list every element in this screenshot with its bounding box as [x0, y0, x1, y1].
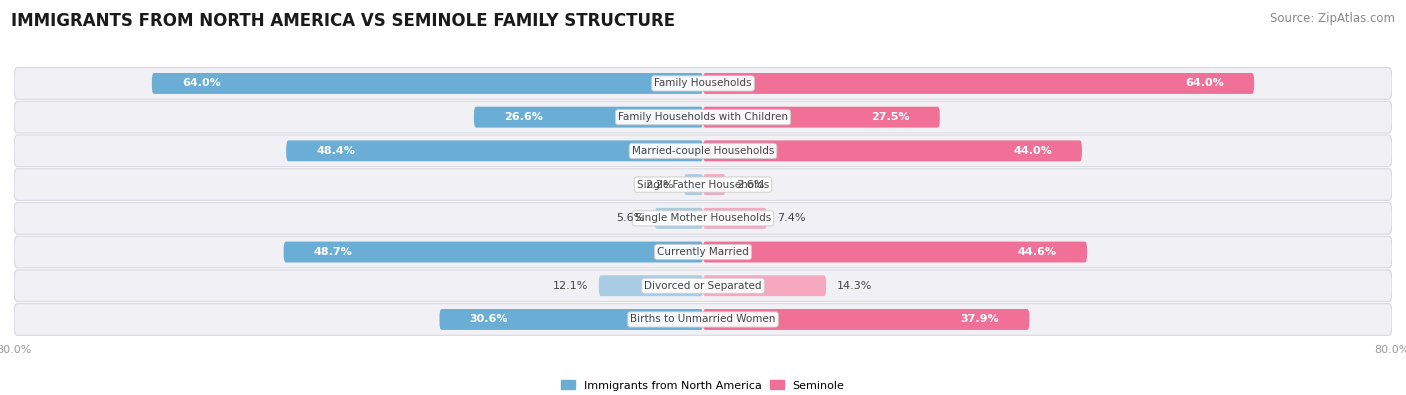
Text: 14.3%: 14.3% — [837, 281, 872, 291]
Text: Divorced or Separated: Divorced or Separated — [644, 281, 762, 291]
FancyBboxPatch shape — [655, 208, 703, 229]
FancyBboxPatch shape — [703, 208, 766, 229]
FancyBboxPatch shape — [14, 304, 1392, 335]
Text: 26.6%: 26.6% — [505, 112, 543, 122]
FancyBboxPatch shape — [14, 68, 1392, 99]
Text: Source: ZipAtlas.com: Source: ZipAtlas.com — [1270, 12, 1395, 25]
FancyBboxPatch shape — [14, 101, 1392, 133]
FancyBboxPatch shape — [14, 270, 1392, 302]
Text: 2.6%: 2.6% — [735, 180, 763, 190]
FancyBboxPatch shape — [152, 73, 703, 94]
Text: 48.7%: 48.7% — [314, 247, 353, 257]
Text: 48.4%: 48.4% — [316, 146, 356, 156]
Text: 30.6%: 30.6% — [470, 314, 508, 324]
Text: Family Households: Family Households — [654, 79, 752, 88]
FancyBboxPatch shape — [14, 203, 1392, 234]
FancyBboxPatch shape — [287, 140, 703, 161]
FancyBboxPatch shape — [685, 174, 703, 195]
FancyBboxPatch shape — [703, 140, 1083, 161]
Text: Births to Unmarried Women: Births to Unmarried Women — [630, 314, 776, 324]
Text: 7.4%: 7.4% — [778, 213, 806, 223]
Text: 44.6%: 44.6% — [1018, 247, 1057, 257]
Text: Single Mother Households: Single Mother Households — [636, 213, 770, 223]
Text: 37.9%: 37.9% — [960, 314, 1000, 324]
Text: 12.1%: 12.1% — [553, 281, 589, 291]
Text: Single Father Households: Single Father Households — [637, 180, 769, 190]
FancyBboxPatch shape — [14, 236, 1392, 268]
FancyBboxPatch shape — [14, 135, 1392, 167]
Legend: Immigrants from North America, Seminole: Immigrants from North America, Seminole — [557, 376, 849, 395]
Text: 64.0%: 64.0% — [1185, 79, 1225, 88]
FancyBboxPatch shape — [703, 174, 725, 195]
FancyBboxPatch shape — [703, 242, 1087, 263]
Text: 27.5%: 27.5% — [872, 112, 910, 122]
Text: 44.0%: 44.0% — [1014, 146, 1052, 156]
Text: Currently Married: Currently Married — [657, 247, 749, 257]
Text: IMMIGRANTS FROM NORTH AMERICA VS SEMINOLE FAMILY STRUCTURE: IMMIGRANTS FROM NORTH AMERICA VS SEMINOL… — [11, 12, 675, 30]
FancyBboxPatch shape — [703, 73, 1254, 94]
Text: 5.6%: 5.6% — [616, 213, 644, 223]
FancyBboxPatch shape — [703, 275, 827, 296]
FancyBboxPatch shape — [703, 309, 1029, 330]
Text: 2.2%: 2.2% — [645, 180, 673, 190]
FancyBboxPatch shape — [474, 107, 703, 128]
Text: Family Households with Children: Family Households with Children — [619, 112, 787, 122]
FancyBboxPatch shape — [284, 242, 703, 263]
FancyBboxPatch shape — [440, 309, 703, 330]
Text: Married-couple Households: Married-couple Households — [631, 146, 775, 156]
FancyBboxPatch shape — [599, 275, 703, 296]
FancyBboxPatch shape — [703, 107, 939, 128]
Text: 64.0%: 64.0% — [181, 79, 221, 88]
FancyBboxPatch shape — [14, 169, 1392, 200]
